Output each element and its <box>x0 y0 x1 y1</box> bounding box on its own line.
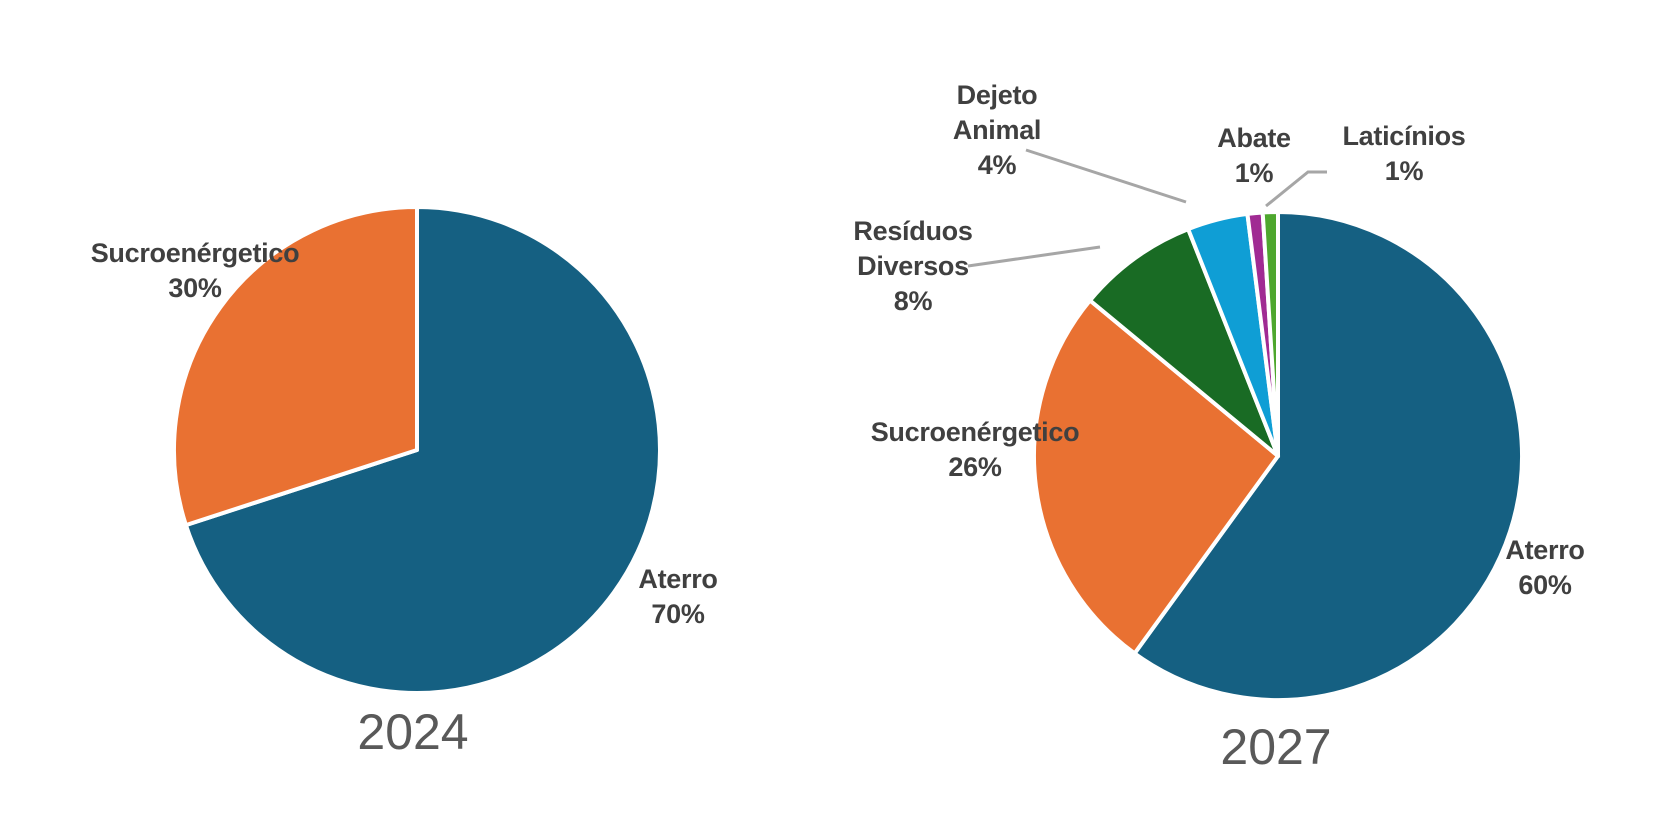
pie-slice-sucroenergetico <box>1032 298 1280 656</box>
label-residuos-diversos-2027: Resíduos Diversos 8% <box>853 214 972 319</box>
label-aterro-2027: Aterro 60% <box>1505 533 1585 603</box>
pie-slice-aterro <box>1132 210 1524 702</box>
label-value: 70% <box>651 599 705 629</box>
label-value: 26% <box>948 452 1002 482</box>
label-laticinios-2027: Laticínios 1% <box>1342 119 1465 189</box>
label-sucroenergetico-2027: Sucroenérgetico 26% <box>871 415 1080 485</box>
label-category: Laticínios <box>1342 121 1466 151</box>
pie-slice-aterro <box>183 205 662 695</box>
label-aterro-2024: Aterro 70% <box>638 562 718 632</box>
pie-2024 <box>171 205 662 695</box>
label-value: 1% <box>1234 158 1274 188</box>
label-category: Dejeto <box>956 80 1038 110</box>
label-abate-2027: Abate 1% <box>1217 121 1291 191</box>
pie-title-2027: 2027 <box>1220 719 1332 775</box>
label-category: Abate <box>1217 123 1291 153</box>
pie-slice-laticinios <box>1260 209 1280 458</box>
label-category: Animal <box>952 115 1042 145</box>
label-leader-line <box>1265 170 1327 208</box>
pie-slice-residuos-diversos <box>1087 227 1280 458</box>
label-value: 60% <box>1518 570 1572 600</box>
label-dejeto-animal-2027: Dejeto Animal 4% <box>952 78 1042 183</box>
label-category: Sucroenérgetico <box>90 238 300 268</box>
label-category: Sucroenérgetico <box>870 417 1080 447</box>
label-value: 30% <box>168 273 222 303</box>
label-value: 4% <box>977 150 1017 180</box>
label-leader-line <box>967 245 1101 268</box>
label-sucroenergetico-2024: Sucroenérgetico 30% <box>91 236 300 306</box>
label-leader-line <box>1025 148 1187 204</box>
label-category: Resíduos <box>853 216 973 246</box>
pie-slice-sucroenergetico <box>171 205 419 528</box>
label-category: Aterro <box>1505 535 1585 565</box>
label-category: Diversos <box>857 251 969 281</box>
label-value: 8% <box>893 286 933 316</box>
label-category: Aterro <box>638 564 718 594</box>
label-value: 1% <box>1384 156 1424 186</box>
pie-title-2024: 2024 <box>357 704 469 760</box>
pie-2027 <box>1032 209 1524 702</box>
